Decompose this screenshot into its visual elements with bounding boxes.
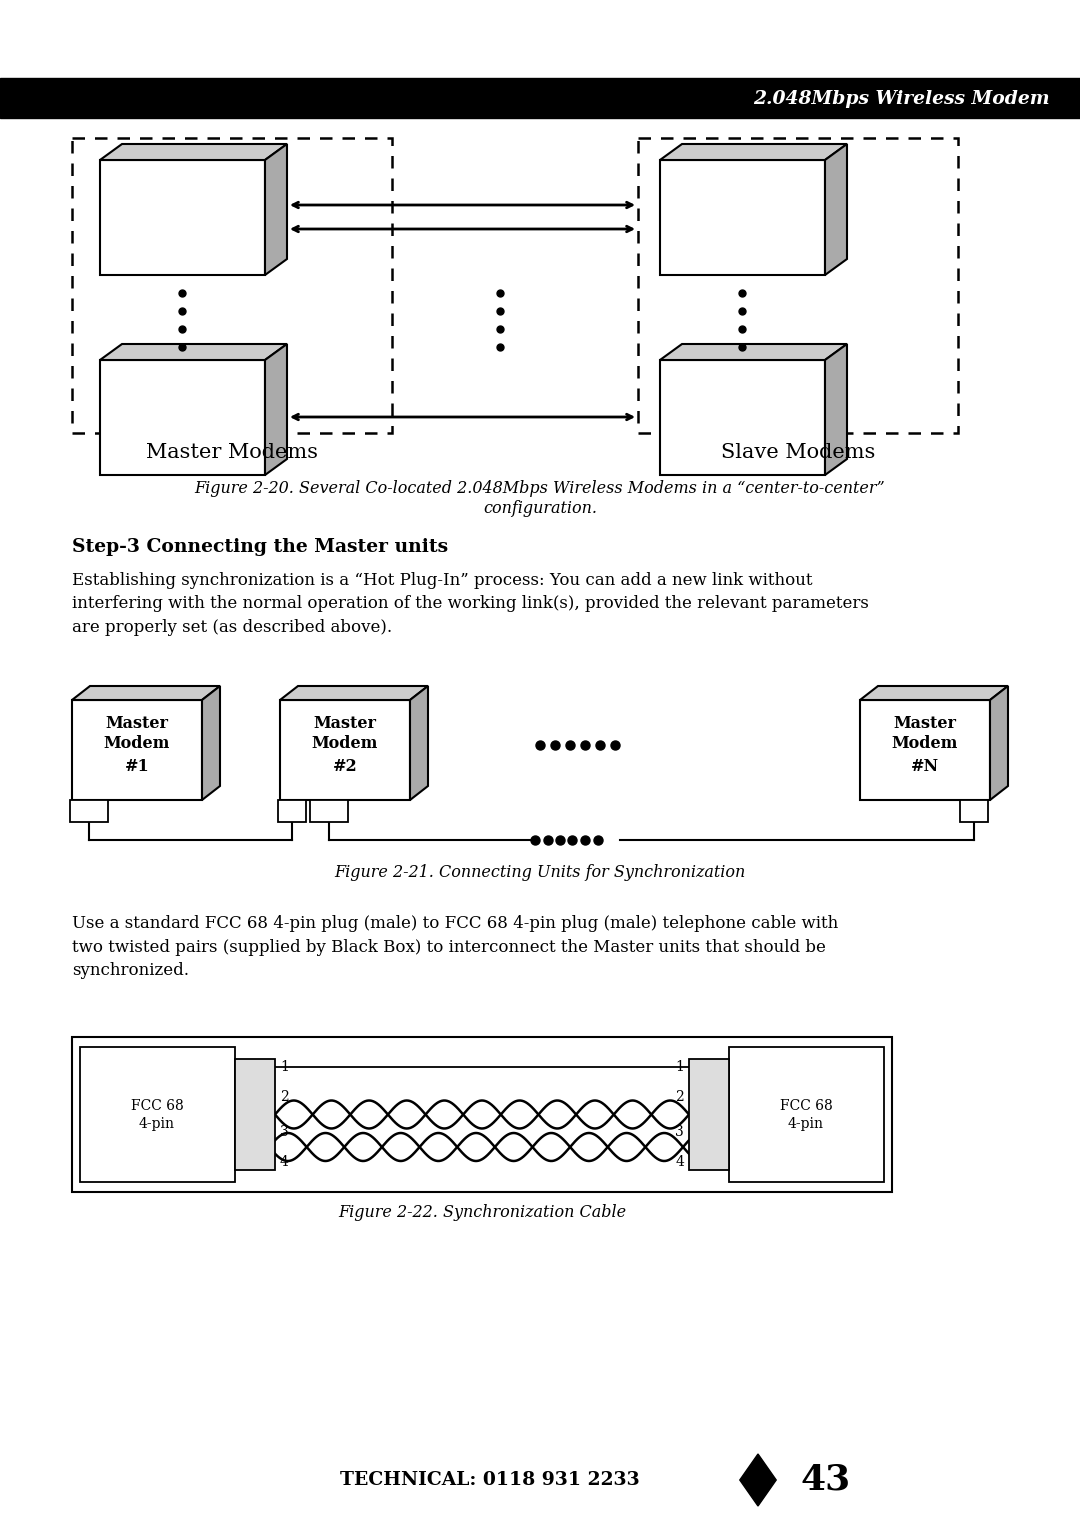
Polygon shape bbox=[990, 686, 1008, 801]
Text: Master Modems: Master Modems bbox=[146, 443, 318, 461]
Polygon shape bbox=[740, 1455, 777, 1507]
Polygon shape bbox=[280, 700, 410, 801]
Text: 4: 4 bbox=[675, 1155, 684, 1169]
Text: #2: #2 bbox=[333, 758, 357, 775]
Text: 3: 3 bbox=[280, 1125, 288, 1138]
Text: 2: 2 bbox=[280, 1089, 288, 1105]
Polygon shape bbox=[100, 361, 265, 475]
Text: Master: Master bbox=[893, 715, 957, 732]
Bar bbox=[72, 1038, 892, 1192]
Text: 2.048Mbps Wireless Modem: 2.048Mbps Wireless Modem bbox=[754, 90, 1050, 108]
Text: Establishing synchronization is a “Hot Plug-In” process: You can add a new link : Establishing synchronization is a “Hot P… bbox=[72, 571, 869, 636]
Bar bbox=[310, 801, 348, 822]
Text: Modem: Modem bbox=[312, 735, 378, 752]
Text: 43: 43 bbox=[800, 1462, 850, 1497]
Polygon shape bbox=[202, 686, 220, 801]
Polygon shape bbox=[72, 700, 202, 801]
Text: 4-pin: 4-pin bbox=[139, 1117, 175, 1131]
Polygon shape bbox=[825, 144, 847, 275]
Text: 1: 1 bbox=[675, 1060, 684, 1074]
Text: #1: #1 bbox=[124, 758, 149, 775]
Text: OUT: OUT bbox=[314, 805, 343, 817]
Text: #N: #N bbox=[910, 758, 940, 775]
Polygon shape bbox=[100, 160, 265, 275]
Text: FCC 68: FCC 68 bbox=[131, 1099, 184, 1112]
Text: Slave Modems: Slave Modems bbox=[720, 443, 875, 461]
Polygon shape bbox=[660, 144, 847, 160]
Text: Step-3 Connecting the Master units: Step-3 Connecting the Master units bbox=[72, 538, 448, 556]
Polygon shape bbox=[265, 344, 287, 475]
Text: FCC 68: FCC 68 bbox=[780, 1099, 833, 1112]
Text: Figure 2-22. Synchronization Cable: Figure 2-22. Synchronization Cable bbox=[338, 1204, 626, 1221]
Text: 1: 1 bbox=[280, 1060, 288, 1074]
Bar bbox=[689, 1059, 729, 1170]
Bar bbox=[0, 78, 1080, 118]
Bar bbox=[70, 801, 108, 822]
Bar bbox=[729, 1047, 885, 1183]
Text: 3: 3 bbox=[675, 1125, 684, 1138]
Text: Use a standard FCC 68 4-pin plug (male) to FCC 68 4-pin plug (male) telephone ca: Use a standard FCC 68 4-pin plug (male) … bbox=[72, 915, 838, 979]
Text: Master: Master bbox=[313, 715, 377, 732]
Polygon shape bbox=[860, 700, 990, 801]
Text: 4-pin: 4-pin bbox=[788, 1117, 824, 1131]
Text: Figure 2-20. Several Co-located 2.048Mbps Wireless Modems in a “center-to-center: Figure 2-20. Several Co-located 2.048Mbp… bbox=[194, 480, 886, 516]
Text: Master: Master bbox=[106, 715, 168, 732]
Polygon shape bbox=[410, 686, 428, 801]
Polygon shape bbox=[100, 344, 287, 361]
Text: IN: IN bbox=[284, 805, 299, 817]
Polygon shape bbox=[280, 686, 428, 700]
Polygon shape bbox=[72, 686, 220, 700]
Text: 4: 4 bbox=[280, 1155, 288, 1169]
Bar bbox=[960, 801, 988, 822]
Text: 2: 2 bbox=[675, 1089, 684, 1105]
Bar bbox=[80, 1047, 235, 1183]
Polygon shape bbox=[660, 361, 825, 475]
Text: IN: IN bbox=[967, 805, 982, 817]
Polygon shape bbox=[825, 344, 847, 475]
Polygon shape bbox=[860, 686, 1008, 700]
Text: Modem: Modem bbox=[892, 735, 958, 752]
Bar bbox=[235, 1059, 275, 1170]
Polygon shape bbox=[100, 144, 287, 160]
Text: Modem: Modem bbox=[104, 735, 171, 752]
Polygon shape bbox=[660, 344, 847, 361]
Polygon shape bbox=[265, 144, 287, 275]
Polygon shape bbox=[660, 160, 825, 275]
Text: TECHNICAL: 0118 931 2233: TECHNICAL: 0118 931 2233 bbox=[340, 1471, 639, 1488]
Bar bbox=[278, 801, 306, 822]
Text: OUT: OUT bbox=[75, 805, 104, 817]
Text: Figure 2-21. Connecting Units for Synchronization: Figure 2-21. Connecting Units for Synchr… bbox=[335, 863, 745, 882]
